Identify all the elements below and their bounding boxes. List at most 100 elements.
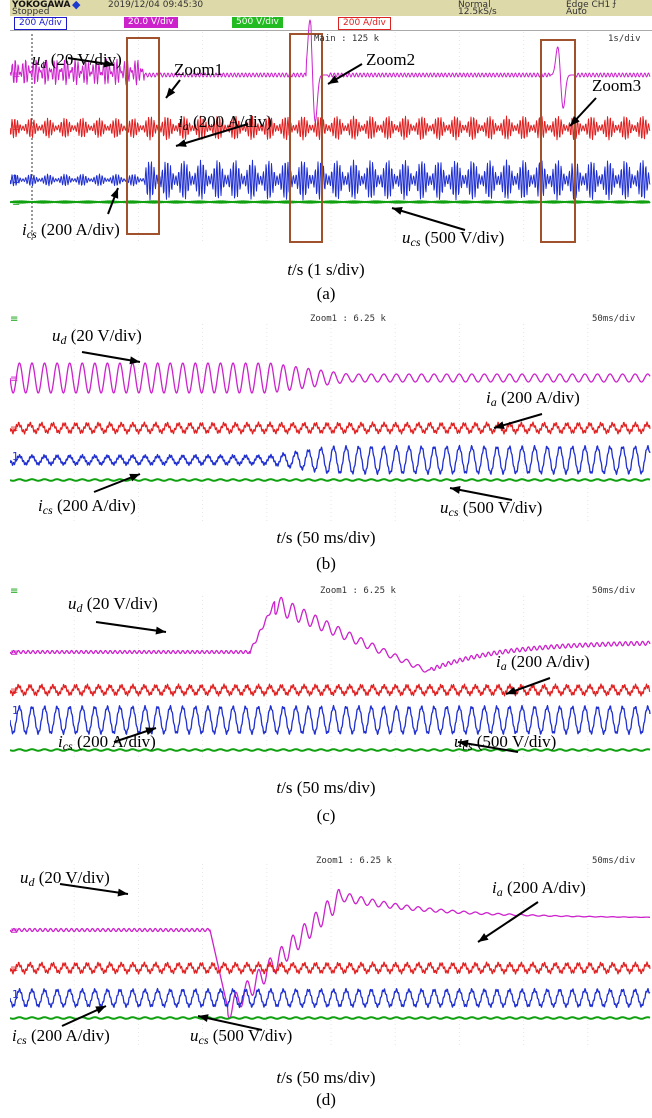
time-axis-caption: t/s (50 ms/div) (276, 528, 376, 547)
arrow-head (328, 75, 339, 84)
panel-a: YOKOGAWA ◆ 2019/12/04 09:45:30 Stopped N… (0, 0, 652, 306)
annotation-arrow (59, 883, 129, 895)
scope-brand: YOKOGAWA (12, 0, 71, 10)
label-ud: ud (20 V/div) (68, 594, 158, 615)
annotation-arrow (197, 1015, 263, 1031)
arrow-head (392, 207, 403, 215)
scope-header: YOKOGAWA ◆ 2019/12/04 09:45:30 Stopped N… (10, 0, 652, 31)
trace-ia (10, 961, 651, 975)
timebase-readout: 50ms/div (592, 856, 636, 866)
arrow-head (110, 188, 119, 199)
channel-marker-ics: 1 (12, 988, 19, 1001)
arrow-head (155, 626, 166, 635)
channel-1-scale: 200 A/div (14, 17, 67, 30)
zoom-box-1 (126, 37, 160, 235)
arrow-head (176, 139, 187, 147)
channel-2-scale: 20.0 V/div (124, 17, 178, 28)
arrow-head (129, 473, 140, 482)
brand-diamond-icon: ◆ (72, 0, 81, 11)
channel-marker-ics: 1 (12, 173, 19, 186)
label-ud: ud (20 V/div) (20, 868, 110, 889)
channel-bar: 200 A/div 20.0 V/div 500 V/div 200 A/div (10, 16, 652, 31)
scope-status-bar (10, 0, 652, 16)
label-ia: ia (200 A/div) (178, 112, 272, 133)
panel-tag: (c) (316, 806, 336, 825)
time-axis-caption: t/s (1 s/div) (287, 260, 365, 279)
label-ud: ud (20 V/div) (52, 326, 142, 347)
arrow-head (117, 888, 128, 897)
scope-screen-c: ≡ ≡ ≡ 1 Zoom1 : 6.25 k 50ms/div ud (20 V/di… (10, 582, 652, 762)
arrow-head (570, 115, 580, 126)
trace-ucs (10, 200, 651, 204)
timebase-readout: 50ms/div (592, 314, 636, 324)
scope-trigger-sub: Auto (566, 7, 587, 17)
trace-ud (10, 596, 651, 673)
scale-readout: Zoom1 : 6.25 k (316, 856, 392, 866)
timebase-readout: 1s/div (608, 34, 641, 44)
annotation-arrow (95, 621, 167, 633)
label-ucs: ucs (500 V/div) (402, 228, 505, 249)
trace-ics (10, 444, 651, 476)
trace-ia (10, 421, 651, 435)
zoom-box-2 (289, 33, 323, 243)
scope-trigger: Edge CH1 (566, 0, 611, 10)
arrow-head (494, 421, 505, 430)
arrow-head (506, 686, 517, 695)
timebase-readout: 50ms/div (592, 586, 636, 596)
label-ics: ics (200 A/div) (38, 496, 136, 517)
trace-ucs (10, 1016, 651, 1020)
scope-datetime: 2019/12/04 09:45:30 (108, 0, 204, 10)
label-zoom1: Zoom1 (174, 60, 224, 79)
label-ics: ics (200 A/div) (22, 220, 120, 241)
channel-marker-ud: ≡ (10, 648, 18, 659)
panel-tag: (b) (316, 554, 336, 573)
label-ucs: ucs (500 V/div) (190, 1026, 293, 1047)
channel-marker-ia: ≡ (12, 123, 20, 134)
channel-marker-ia: ≡ (10, 424, 18, 435)
trigger-edge-icon: ⨍ (612, 0, 617, 9)
label-zoom3: Zoom3 (592, 76, 642, 95)
scope-sample-rate: 12.5kS/s (458, 7, 497, 17)
time-axis-caption: t/s (50 ms/div) (276, 778, 376, 797)
arrow-head (95, 1006, 106, 1014)
trace-ia (10, 683, 651, 697)
label-ucs: ucs (500 V/div) (454, 732, 557, 753)
channel-marker-ia: ≡ (10, 964, 18, 975)
annotation-arrow (449, 487, 513, 501)
panel-d: ≡ ≡ 1 Zoom1 : 6.25 k 50ms/div ud (20 V/div… (0, 850, 652, 1118)
label-zoom2: Zoom2 (366, 50, 416, 69)
scale-readout: Zoom1 : 6.25 k (310, 314, 386, 324)
waveform-plot-d: ≡ ≡ 1 (10, 864, 651, 1048)
arrow-head (166, 87, 176, 98)
trace-ucs (10, 748, 651, 752)
zoom-box-3 (540, 39, 576, 243)
annotation-arrow (175, 123, 249, 147)
channel-marker-ud: ≡ (10, 374, 18, 385)
panel-c: ≡ ≡ ≡ 1 Zoom1 : 6.25 k 50ms/div ud (20 V/di… (0, 582, 652, 846)
annotation-arrow (391, 207, 466, 231)
label-ia: ia (200 A/div) (492, 878, 586, 899)
scope-screen-a: YOKOGAWA ◆ 2019/12/04 09:45:30 Stopped N… (10, 0, 652, 250)
channel-marker-ics: 1 (12, 450, 19, 463)
panel-b: ≡ ≡ ≡ 1 Zoom1 : 6.25 k 50ms/div ud (20 V/di… (0, 310, 652, 578)
label-ics: ics (200 A/div) (58, 732, 156, 753)
label-ud: ud (20 V/div) (32, 50, 122, 71)
arrow-head (103, 59, 114, 68)
channel-marker-ud: ≡ (12, 70, 20, 81)
trace-ia (10, 115, 651, 141)
channel-marker-ucs: ≡ (12, 198, 20, 209)
scale-readout: Main : 125 k (314, 34, 380, 44)
panel-tag: (a) (316, 284, 336, 303)
trace-ud (10, 362, 651, 394)
waveform-plot-a: ≡ ≡ 1 ≡ (10, 19, 651, 244)
channel-marker-ud: ≡ (10, 926, 18, 937)
waveform-plot-c: ≡ ≡ ≡ 1 (10, 586, 651, 760)
trace-ics (10, 159, 651, 201)
time-axis-caption: t/s (50 ms/div) (276, 1068, 376, 1087)
trace-ics (10, 704, 651, 736)
scope-screen-b: ≡ ≡ ≡ 1 Zoom1 : 6.25 k 50ms/div ud (20 V/di… (10, 310, 652, 528)
arrow-head (145, 727, 156, 735)
arrow-head (458, 739, 469, 748)
panel-tag: (d) (316, 1090, 336, 1109)
scope-trigger-mode: Normal (458, 0, 491, 10)
